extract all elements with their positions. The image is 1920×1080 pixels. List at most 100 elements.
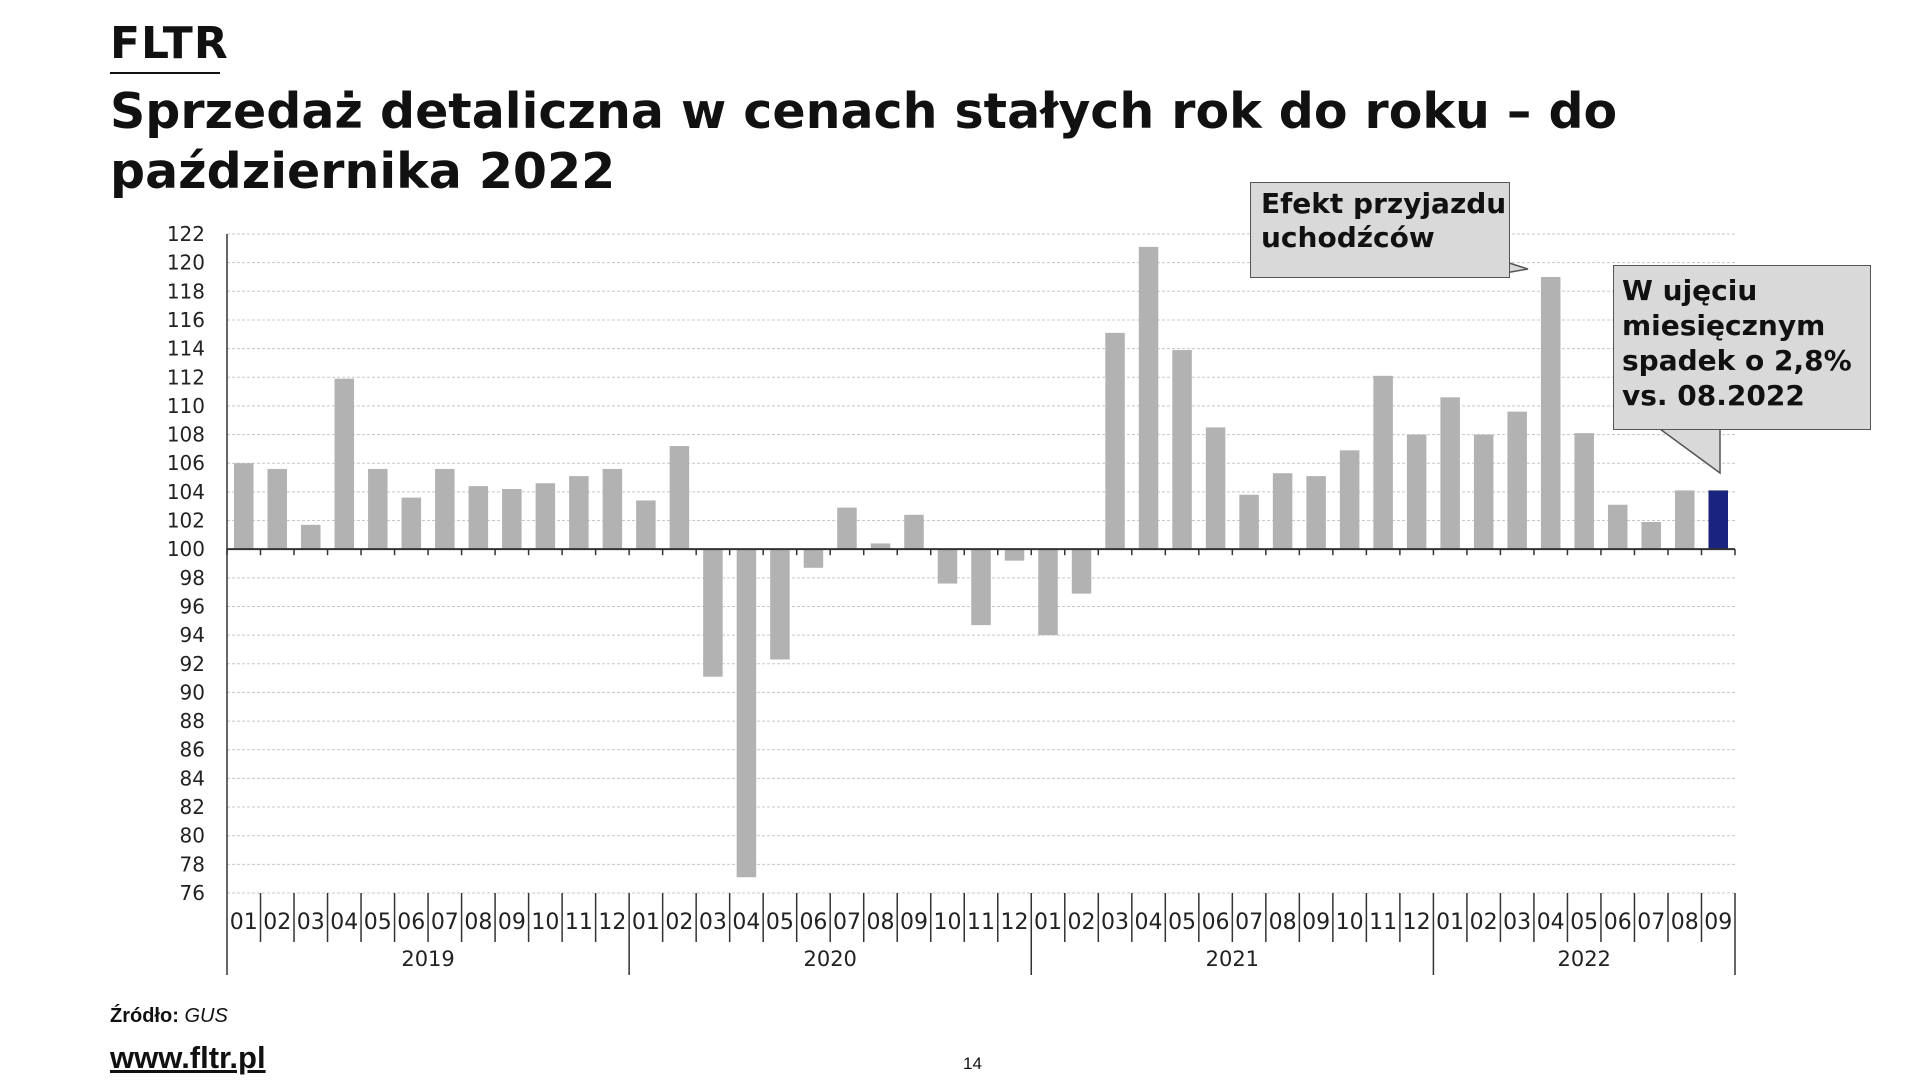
x-tick-label: 05 bbox=[1570, 910, 1598, 935]
x-tick-label: 04 bbox=[330, 910, 358, 935]
y-tick-label: 118 bbox=[167, 279, 205, 303]
x-tick-label: 06 bbox=[799, 910, 827, 935]
bar bbox=[368, 468, 388, 550]
bar bbox=[1440, 397, 1460, 550]
bar bbox=[1708, 490, 1728, 550]
page-title: Sprzedaż detaliczna w cenach stałych rok… bbox=[110, 83, 1618, 200]
y-tick-label: 100 bbox=[167, 537, 205, 561]
bar bbox=[1641, 521, 1661, 550]
bar bbox=[937, 549, 958, 584]
x-tick-label: 04 bbox=[1537, 910, 1565, 935]
x-tick-label: 03 bbox=[699, 910, 727, 935]
bar bbox=[837, 507, 857, 550]
bar bbox=[1674, 490, 1695, 550]
x-tick-label: 12 bbox=[598, 910, 626, 935]
y-tick-label: 98 bbox=[180, 566, 205, 590]
y-tick-label: 110 bbox=[167, 394, 205, 418]
x-tick-label: 11 bbox=[1369, 910, 1397, 935]
x-tick-label: 11 bbox=[967, 910, 995, 935]
bar bbox=[971, 549, 991, 626]
bar bbox=[1004, 549, 1025, 561]
x-tick-label: 09 bbox=[1704, 910, 1732, 935]
x-tick-label: 05 bbox=[364, 910, 392, 935]
bar bbox=[267, 468, 288, 550]
source-note: Źródło: GUS bbox=[110, 1005, 228, 1028]
bar bbox=[904, 514, 924, 550]
x-tick-label: 01 bbox=[230, 910, 258, 935]
x-tick-label: 09 bbox=[900, 910, 928, 935]
y-tick-label: 116 bbox=[167, 308, 205, 332]
bar bbox=[1272, 473, 1293, 550]
bar bbox=[1473, 434, 1494, 550]
x-tick-label: 03 bbox=[297, 910, 325, 935]
y-tick-label: 104 bbox=[167, 480, 205, 504]
x-tick-label: 06 bbox=[1604, 910, 1632, 935]
bar bbox=[1574, 433, 1594, 550]
bar bbox=[870, 543, 891, 550]
x-tick-label: 09 bbox=[498, 910, 526, 935]
bar bbox=[1071, 549, 1092, 594]
bar bbox=[234, 463, 254, 550]
year-label: 2020 bbox=[803, 947, 856, 971]
bar bbox=[1172, 350, 1192, 550]
y-tick-label: 120 bbox=[167, 251, 205, 275]
x-tick-label: 01 bbox=[1436, 910, 1464, 935]
bar bbox=[401, 497, 422, 550]
source-value: GUS bbox=[184, 1005, 228, 1027]
source-label: Źródło: bbox=[110, 1005, 179, 1027]
bar bbox=[1138, 246, 1159, 550]
y-tick-label: 106 bbox=[167, 451, 205, 475]
x-tick-label: 10 bbox=[1336, 910, 1364, 935]
x-tick-label: 02 bbox=[1068, 910, 1096, 935]
x-tick-label: 12 bbox=[1001, 910, 1029, 935]
x-tick-label: 01 bbox=[1034, 910, 1062, 935]
y-tick-label: 108 bbox=[167, 423, 205, 447]
x-tick-label: 07 bbox=[1637, 910, 1665, 935]
bar bbox=[301, 524, 321, 550]
x-tick-label: 06 bbox=[1202, 910, 1230, 935]
y-tick-label: 114 bbox=[167, 337, 205, 361]
x-tick-label: 07 bbox=[1235, 910, 1263, 935]
y-tick-label: 78 bbox=[180, 852, 205, 876]
callout-monthly-pointer bbox=[1657, 428, 1721, 475]
callout-refugees: Efekt przyjazdu uchodźców bbox=[1250, 182, 1510, 278]
year-label: 2021 bbox=[1206, 947, 1259, 971]
y-tick-label: 88 bbox=[180, 709, 205, 733]
y-tick-label: 84 bbox=[180, 766, 205, 790]
x-tick-label: 08 bbox=[1671, 910, 1699, 935]
y-tick-label: 92 bbox=[180, 652, 205, 676]
bar bbox=[569, 476, 589, 550]
bar bbox=[334, 378, 355, 550]
x-tick-label: 06 bbox=[397, 910, 425, 935]
x-tick-label: 07 bbox=[833, 910, 861, 935]
y-tick-label: 112 bbox=[167, 365, 205, 389]
x-tick-label: 07 bbox=[431, 910, 459, 935]
y-tick-label: 82 bbox=[180, 795, 205, 819]
x-tick-label: 05 bbox=[766, 910, 794, 935]
bar bbox=[1339, 450, 1360, 550]
website-link[interactable]: www.fltr.pl bbox=[110, 1040, 266, 1075]
bar bbox=[1306, 476, 1326, 550]
x-tick-label: 03 bbox=[1503, 910, 1531, 935]
x-tick-label: 02 bbox=[665, 910, 693, 935]
x-tick-label: 11 bbox=[565, 910, 593, 935]
brand-underline bbox=[110, 72, 220, 74]
bar bbox=[502, 489, 522, 550]
bar bbox=[1239, 494, 1259, 550]
bar bbox=[535, 483, 556, 550]
x-tick-label: 08 bbox=[1269, 910, 1297, 935]
bar bbox=[1540, 276, 1561, 550]
callout-monthly-change: W ujęciu miesięcznym spadek o 2,8% vs. 0… bbox=[1613, 265, 1871, 430]
bar bbox=[1205, 427, 1226, 550]
x-tick-label: 02 bbox=[263, 910, 291, 935]
x-tick-label: 03 bbox=[1101, 910, 1129, 935]
bar bbox=[636, 500, 656, 550]
bar bbox=[1038, 549, 1058, 636]
bar bbox=[1406, 434, 1427, 550]
y-tick-label: 86 bbox=[180, 738, 205, 762]
bar bbox=[468, 486, 489, 550]
bar bbox=[770, 549, 790, 660]
bar bbox=[669, 446, 690, 550]
year-label: 2019 bbox=[401, 947, 454, 971]
